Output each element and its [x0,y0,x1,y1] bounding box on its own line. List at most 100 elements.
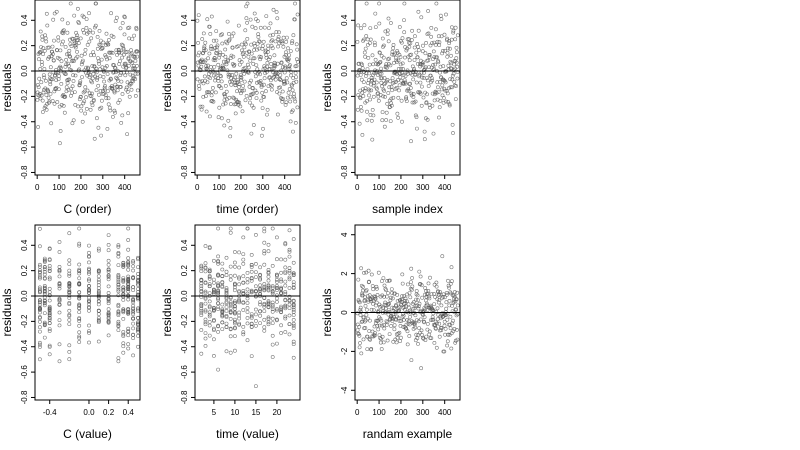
data-point [446,283,451,288]
data-point [220,310,225,315]
data-point [210,99,215,103]
data-point [270,46,275,51]
y-tick-label: 0.2 [20,265,29,277]
data-point [67,258,72,263]
data-point [395,111,400,116]
data-point [242,45,247,50]
data-point [265,112,269,117]
data-point [288,49,293,54]
data-point [445,54,450,59]
data-point [357,300,362,305]
data-point [249,78,253,83]
data-point [397,319,402,323]
data-point [249,354,254,359]
data-point [274,74,279,79]
data-point [387,301,392,306]
data-point [382,82,387,87]
data-point [199,277,204,282]
data-point [221,59,226,64]
data-point [72,39,77,44]
data-point [270,355,275,359]
data-point [94,88,99,93]
data-point [283,290,288,294]
y-tick-label: -0.2 [180,89,189,103]
data-point [224,89,229,94]
data-point [203,309,208,314]
data-point [60,29,65,34]
data-point [126,297,131,302]
data-point [202,74,207,79]
data-point [283,81,288,86]
data-point [257,54,262,59]
data-point [451,318,455,323]
data-point [283,103,288,107]
data-point [128,52,133,57]
data-point [91,98,96,102]
x-tick-label: 200 [74,183,88,192]
data-point [424,294,429,299]
data-point [249,275,254,280]
data-point [102,69,106,74]
data-point [228,302,233,306]
x-tick-label: 400 [438,183,452,192]
data-point [422,307,427,312]
data-point [270,307,275,312]
data-point [449,279,454,284]
data-point [209,14,214,19]
data-point [367,318,372,323]
data-point [390,76,395,81]
data-point [126,55,131,60]
data-point [381,340,386,345]
data-point [84,65,89,70]
data-point [60,17,65,22]
data-point [47,72,52,77]
data-point [248,17,253,22]
data-point [454,45,459,50]
data-point [199,308,204,313]
data-point [270,316,275,321]
data-point [433,27,438,32]
data-point [266,274,271,279]
data-point [381,55,386,60]
data-point [122,14,127,19]
data-point [371,308,376,313]
data-point [106,267,111,272]
data-point [370,301,375,306]
data-point [375,62,380,67]
plot-frame [194,0,301,176]
data-point [447,46,452,51]
data-point [390,319,395,323]
data-point [136,287,140,291]
data-point [203,331,208,336]
y-axis-title: residuals [160,288,174,336]
data-point [47,307,52,312]
data-point [136,344,140,349]
data-point [207,333,212,338]
data-point [116,321,121,326]
data-point [233,111,238,116]
data-point [237,250,242,255]
data-point [360,132,365,137]
data-point [38,319,42,324]
data-point [287,270,292,275]
data-point [291,237,296,241]
data-point [84,95,88,100]
data-point [216,284,221,289]
data-point [38,357,42,362]
y-tick-label: 0.0 [180,65,189,77]
data-point [270,66,275,71]
data-point [121,279,126,284]
y-tick-label: -0.4 [20,339,29,353]
data-point [200,104,205,109]
data-point [270,284,275,289]
data-point [224,305,229,309]
data-point [262,25,267,30]
data-point [404,304,408,309]
data-point [452,290,457,294]
data-point [381,322,386,327]
data-point [280,65,285,70]
data-point [374,286,379,291]
data-point [228,326,233,331]
